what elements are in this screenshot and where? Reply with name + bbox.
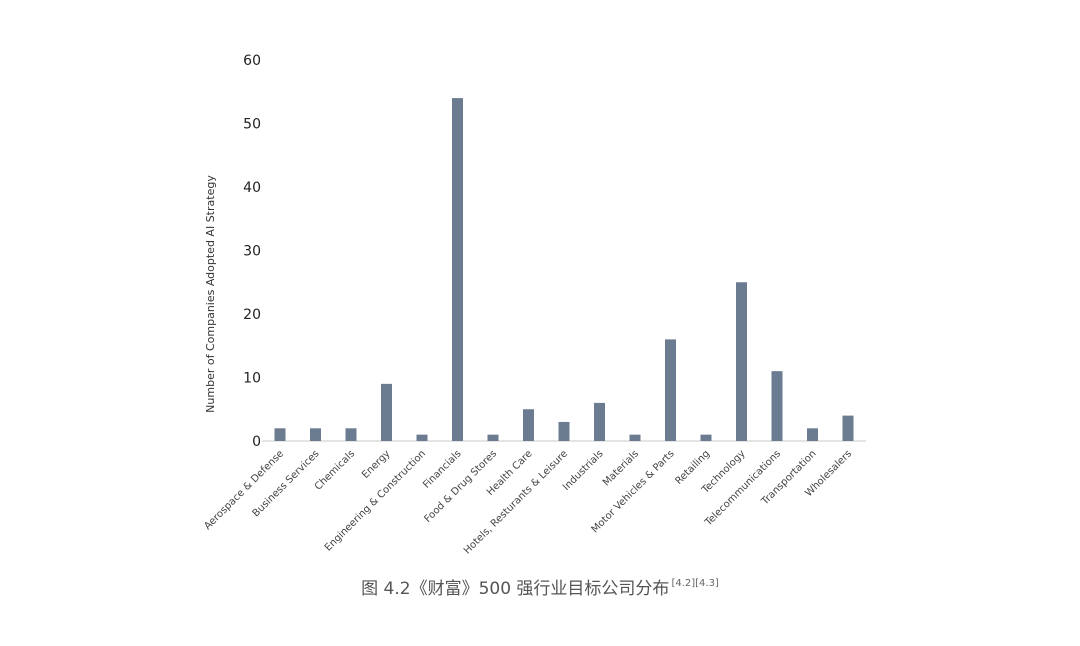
bar [807,428,818,441]
bar [274,428,286,441]
bar [736,282,747,441]
y-tick-label: 50 [243,117,261,133]
bar [523,409,534,441]
bar [665,339,676,441]
bar [487,434,499,441]
bar [416,434,428,441]
category-label: Business Services [251,448,322,519]
y-tick-label: 10 [243,371,261,387]
bar [452,98,463,441]
y-tick-label: 20 [243,307,261,323]
caption-refs: [4.2][4.3] [671,578,719,589]
category-label: Energy [360,448,393,481]
bar [594,402,605,441]
bar [629,434,641,441]
y-axis-ticks: 0 10 20 30 40 50 60 [243,53,261,450]
bars [274,98,854,441]
bar [771,371,783,441]
bar [345,428,357,441]
y-tick-label: 40 [243,180,261,196]
y-tick-label: 0 [252,434,261,450]
y-axis-label: Number of Companies Adopted AI Strategy [204,175,217,413]
figure-caption: 图 4.2《财富》500 强行业目标公司分布 [4.2][4.3] [0,574,1080,599]
bar [558,421,570,441]
bar [381,383,392,441]
bar [700,434,712,441]
y-tick-label: 60 [243,53,261,69]
bar [310,428,321,441]
caption-text: 图 4.2《财富》500 强行业目标公司分布 [361,579,670,599]
y-tick-label: 30 [243,244,261,260]
bar [842,415,854,441]
